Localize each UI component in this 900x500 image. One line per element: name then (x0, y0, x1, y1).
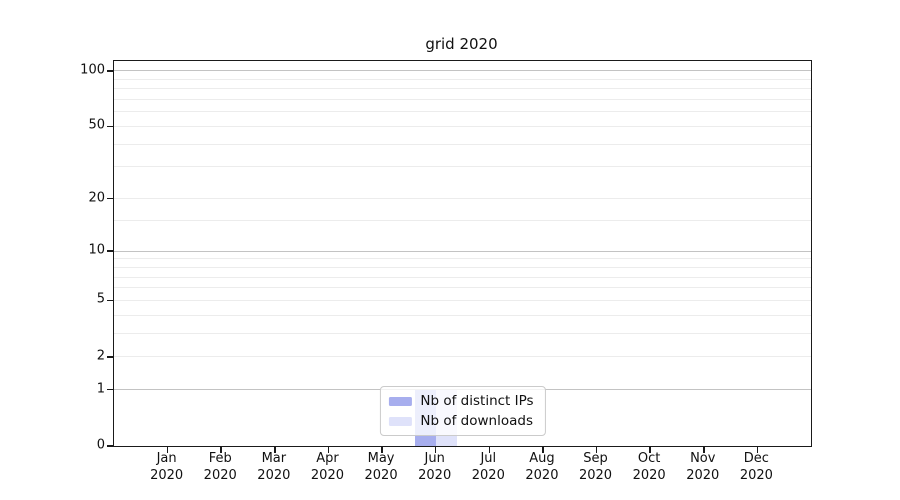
plot-area: Nb of distinct IPs Nb of downloads (107, 60, 812, 453)
x-tick-mark (220, 446, 223, 453)
y-tick-mark (107, 388, 114, 391)
y-tick-mark (107, 355, 114, 358)
y-gridline-minor (114, 166, 811, 168)
x-tick-mark (488, 446, 491, 453)
y-gridline-minor (114, 266, 811, 268)
y-tick-mark (107, 250, 114, 252)
y-gridline-minor (114, 356, 811, 358)
x-tick-label: Aug 2020 (525, 451, 559, 483)
x-tick-label: Feb 2020 (203, 451, 237, 483)
y-gridline-minor (114, 143, 811, 145)
y-gridline-minor (114, 258, 811, 260)
y-tick-label: 10 (88, 242, 105, 258)
y-tick-label: 1 (96, 381, 105, 397)
x-tick-mark (434, 446, 437, 453)
x-tick-mark (166, 446, 169, 453)
chart-title: grid 2020 (425, 35, 498, 53)
x-tick-label: Jul 2020 (471, 451, 505, 483)
y-gridline-minor (114, 287, 811, 289)
x-tick-mark (381, 446, 383, 453)
x-tick-label: Nov 2020 (686, 451, 720, 483)
y-gridline-minor (114, 99, 811, 101)
y-gridline-minor (114, 198, 811, 200)
y-tick-mark (107, 299, 114, 302)
y-tick-label: 2 (96, 348, 105, 364)
x-tick-label: Jun 2020 (418, 451, 452, 483)
x-tick-mark (542, 446, 544, 453)
x-tick-label: Apr 2020 (310, 451, 344, 483)
x-tick-mark (756, 446, 759, 453)
y-tick-label: 50 (88, 117, 105, 133)
x-tick-mark (702, 446, 705, 453)
x-tick-mark (274, 446, 276, 453)
x-tick-label: Jan 2020 (150, 451, 184, 483)
y-gridline-major (114, 250, 811, 252)
y-gridline-minor (114, 314, 811, 316)
y-gridline-minor (114, 220, 811, 222)
y-tick-mark (107, 70, 114, 72)
y-tick-mark (107, 197, 114, 200)
y-gridline-minor (114, 332, 811, 334)
y-tick-mark (107, 125, 114, 128)
y-tick-label: 5 (96, 291, 105, 307)
legend: Nb of distinct IPs Nb of downloads (379, 386, 546, 436)
x-tick-mark (327, 446, 330, 453)
y-gridline-minor (114, 299, 811, 301)
y-tick-label: 0 (96, 437, 105, 453)
legend-entry-distinct-ips: Nb of distinct IPs (388, 393, 534, 409)
y-tick-label: 20 (88, 190, 105, 206)
legend-swatch-downloads (388, 416, 412, 426)
y-gridline-major (114, 70, 811, 72)
x-tick-label: Oct 2020 (632, 451, 666, 483)
y-tick-label: 100 (80, 62, 105, 78)
y-gridline-minor (114, 111, 811, 113)
y-gridline-minor (114, 276, 811, 278)
x-tick-label: May 2020 (364, 451, 398, 483)
legend-label: Nb of distinct IPs (420, 393, 534, 409)
y-gridline-minor (114, 88, 811, 90)
legend-label: Nb of downloads (420, 413, 533, 429)
legend-entry-downloads: Nb of downloads (388, 413, 533, 429)
y-gridline-minor (114, 78, 811, 80)
legend-swatch-distinct-ips (388, 396, 412, 406)
y-tick-mark (107, 445, 114, 447)
x-tick-label: Sep 2020 (578, 451, 613, 483)
x-tick-label: Mar 2020 (257, 451, 291, 483)
y-gridline-minor (114, 125, 811, 127)
x-tick-mark (649, 446, 651, 453)
x-tick-mark (595, 446, 598, 453)
x-tick-label: Dec 2020 (739, 451, 773, 483)
